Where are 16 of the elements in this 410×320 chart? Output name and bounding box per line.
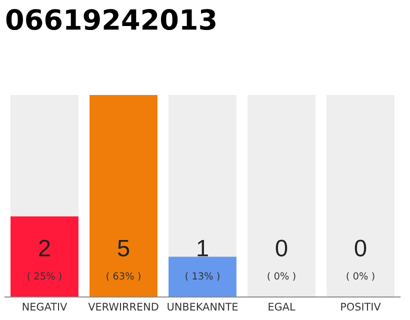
x-tick-label: POSITIV <box>341 302 381 311</box>
x-tick-label: VERWIRREND <box>88 302 158 310</box>
annotation: ( 25% ) <box>28 272 62 281</box>
annotation: 0 <box>354 240 366 256</box>
annotation: 0 <box>276 240 288 256</box>
x-tick-label: NEGATIV <box>22 302 68 311</box>
x-tick-label: EGAL <box>268 302 296 311</box>
annotation: ( 0% ) <box>346 272 374 281</box>
data-label: 1 <box>198 240 208 256</box>
annotation: ( 63% ) <box>106 272 140 281</box>
annotation: ( 0% ) <box>268 272 296 281</box>
x-tick-label: UNBEKANNTE <box>168 302 238 311</box>
data-label: 2 <box>39 240 50 256</box>
annotation: ( 13% ) <box>186 272 220 281</box>
data-label: 5 <box>118 240 130 256</box>
chart-title: 06619242013 <box>6 9 216 30</box>
